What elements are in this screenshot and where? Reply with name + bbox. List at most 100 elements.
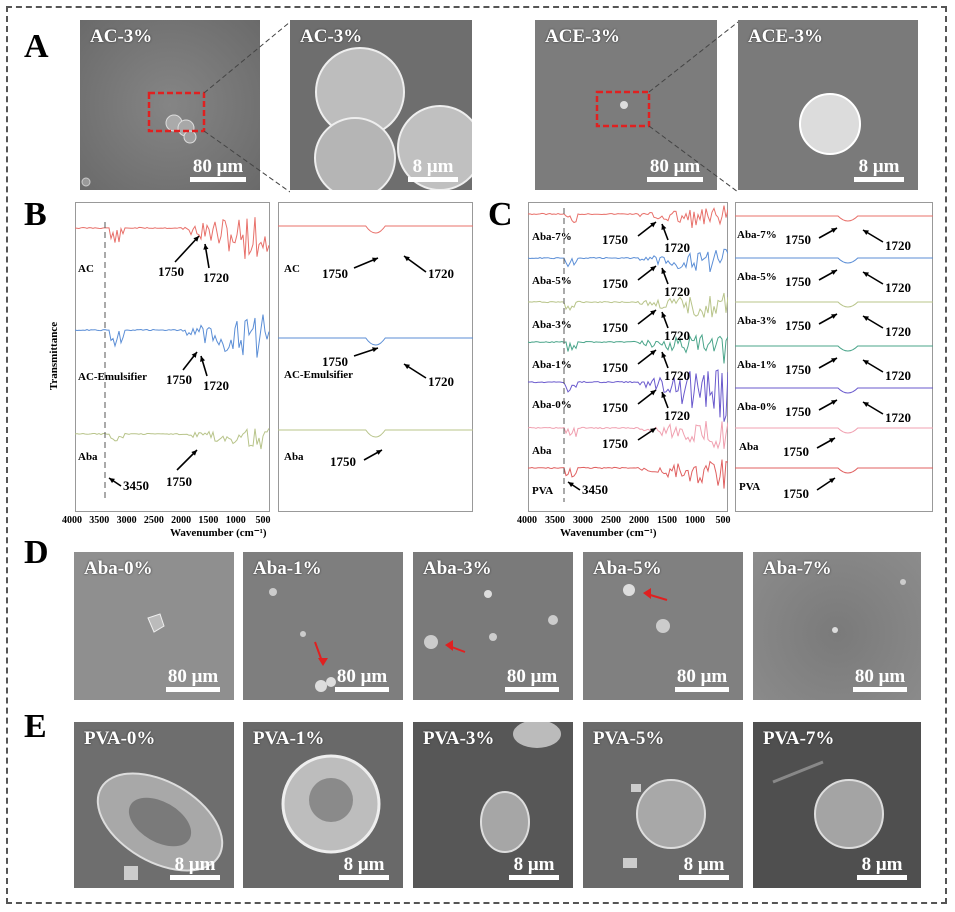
sem-image-pva-3: PVA-3% 8 μm — [413, 722, 573, 888]
peak-arrowhead — [404, 256, 410, 262]
peak-arrowhead — [863, 402, 869, 408]
peak-label: 1750 — [785, 362, 811, 377]
sem-image-aba-1: Aba-1% 80 μm — [243, 552, 403, 700]
x-tick-label: 1500 — [198, 515, 218, 526]
peak-arrowhead — [829, 438, 835, 443]
x-tick-label: 3500 — [89, 515, 109, 526]
scale-bar: 8 μm — [509, 855, 559, 880]
image-title: ACE-3% — [748, 26, 823, 47]
sem-image-aba-7: Aba-7% 80 μm — [753, 552, 921, 700]
peak-label: 1720 — [664, 408, 690, 423]
peak-arrowhead — [193, 236, 199, 242]
peak-arrowhead — [863, 316, 869, 322]
peak-label: 1750 — [602, 360, 628, 375]
trace-label: AC — [78, 263, 94, 275]
peak-label: 1750 — [785, 232, 811, 247]
image-title: PVA-7% — [763, 728, 835, 749]
peak-arrowhead — [372, 257, 378, 263]
ftir-trace — [735, 427, 933, 434]
peak-label: 1720 — [885, 238, 911, 253]
peak-label: 1720 — [203, 270, 229, 285]
peak-arrowhead — [831, 228, 837, 233]
ftir-chart-c-left: Aba-7% Aba-5% Aba-3% Aba-1% Aba-0% Aba PVA 1750… — [528, 202, 728, 512]
image-title: Aba-3% — [423, 558, 492, 579]
peak-label: 1750 — [602, 232, 628, 247]
x-tick-label: 4000 — [62, 515, 82, 526]
ftir-trace — [528, 205, 728, 229]
ftir-trace — [735, 345, 933, 352]
x-tick-label: 3500 — [545, 515, 565, 526]
ftir-trace — [75, 314, 270, 358]
peak-arrowhead — [863, 272, 869, 278]
peak-arrowhead — [650, 222, 656, 228]
peak-label: 1720 — [885, 410, 911, 425]
ftir-trace — [528, 248, 728, 273]
panel-label-a: A — [24, 28, 49, 65]
image-title: Aba-1% — [253, 558, 322, 579]
ftir-trace — [278, 429, 473, 438]
zoom-connector-lines — [203, 21, 290, 193]
trace-label: Aba-1% — [532, 359, 572, 371]
image-title: PVA-3% — [423, 728, 495, 749]
ftir-chart-b-right: AC AC-Emulsifier Aba 1750 1720 1750 1720 1750 — [278, 202, 473, 512]
trace-label: Aba-0% — [737, 401, 777, 413]
peak-arrowhead — [203, 244, 209, 250]
peak-label: 1750 — [158, 264, 184, 279]
trace-label: PVA — [739, 481, 760, 493]
peak-label: 1750 — [785, 318, 811, 333]
peak-arrowhead — [191, 450, 197, 456]
peak-label: 1750 — [783, 444, 809, 459]
ftir-trace — [735, 387, 933, 394]
trace-label: Aba-5% — [532, 275, 572, 287]
x-tick-label: 500 — [716, 515, 731, 526]
plot-frame — [528, 202, 728, 512]
trace-label: AC-Emulsifier — [284, 369, 353, 381]
peak-arrowhead — [191, 352, 197, 358]
plot-frame — [735, 202, 933, 512]
ftir-trace — [528, 459, 728, 489]
image-title: ACE-3% — [545, 26, 620, 47]
peak-label: 1720 — [428, 374, 454, 389]
scale-bar: 80 μm — [505, 667, 559, 692]
trace-label: Aba-3% — [737, 315, 777, 327]
scale-bar: 8 μm — [170, 855, 220, 880]
scale-bar: 80 μm — [166, 667, 220, 692]
peak-arrowhead — [831, 400, 837, 405]
ftir-trace — [278, 225, 473, 234]
peak-label: 1750 — [322, 354, 348, 369]
sem-image-ace-3-low: ACE-3% 80 μm — [535, 20, 717, 190]
scale-bar: 80 μm — [335, 667, 389, 692]
sem-image-pva-7: PVA-7% 8 μm — [753, 722, 921, 888]
trace-label: PVA — [532, 485, 553, 497]
peak-label: 1720 — [664, 368, 690, 383]
peak-label: 1720 — [885, 324, 911, 339]
peak-arrowhead — [829, 478, 835, 484]
peak-label: 1720 — [203, 378, 229, 393]
peak-label: 1750 — [602, 436, 628, 451]
trace-label: Aba — [532, 445, 552, 457]
x-tick-label: 2000 — [171, 515, 191, 526]
ftir-trace — [75, 217, 270, 259]
trace-label: AC-Emulsifier — [78, 371, 147, 383]
sem-image-aba-5: Aba-5% 80 μm — [583, 552, 743, 700]
peak-label: 1720 — [885, 280, 911, 295]
peak-label: 3450 — [123, 478, 149, 493]
trace-label: Aba — [739, 441, 759, 453]
peak-label: 1720 — [885, 368, 911, 383]
panel-label-e: E — [24, 708, 47, 745]
peak-arrowhead — [372, 347, 378, 353]
peak-label: 1750 — [785, 404, 811, 419]
panel-label-c: C — [488, 196, 513, 233]
x-tick-label: 3000 — [117, 515, 137, 526]
x-tick-label: 2500 — [601, 515, 621, 526]
sem-image-aba-3: Aba-3% 80 μm — [413, 552, 573, 700]
peak-arrowhead — [661, 352, 667, 358]
peak-label: 1720 — [664, 284, 690, 299]
scale-bar: 80 μm — [647, 157, 703, 182]
image-title: Aba-0% — [84, 558, 153, 579]
peak-label: 1720 — [664, 328, 690, 343]
scale-bar: 80 μm — [190, 157, 246, 182]
panel-b-xlabel: Wavenumber (cm⁻¹) — [170, 527, 267, 539]
peak-label: 1750 — [166, 474, 192, 489]
ftir-trace — [75, 427, 270, 450]
